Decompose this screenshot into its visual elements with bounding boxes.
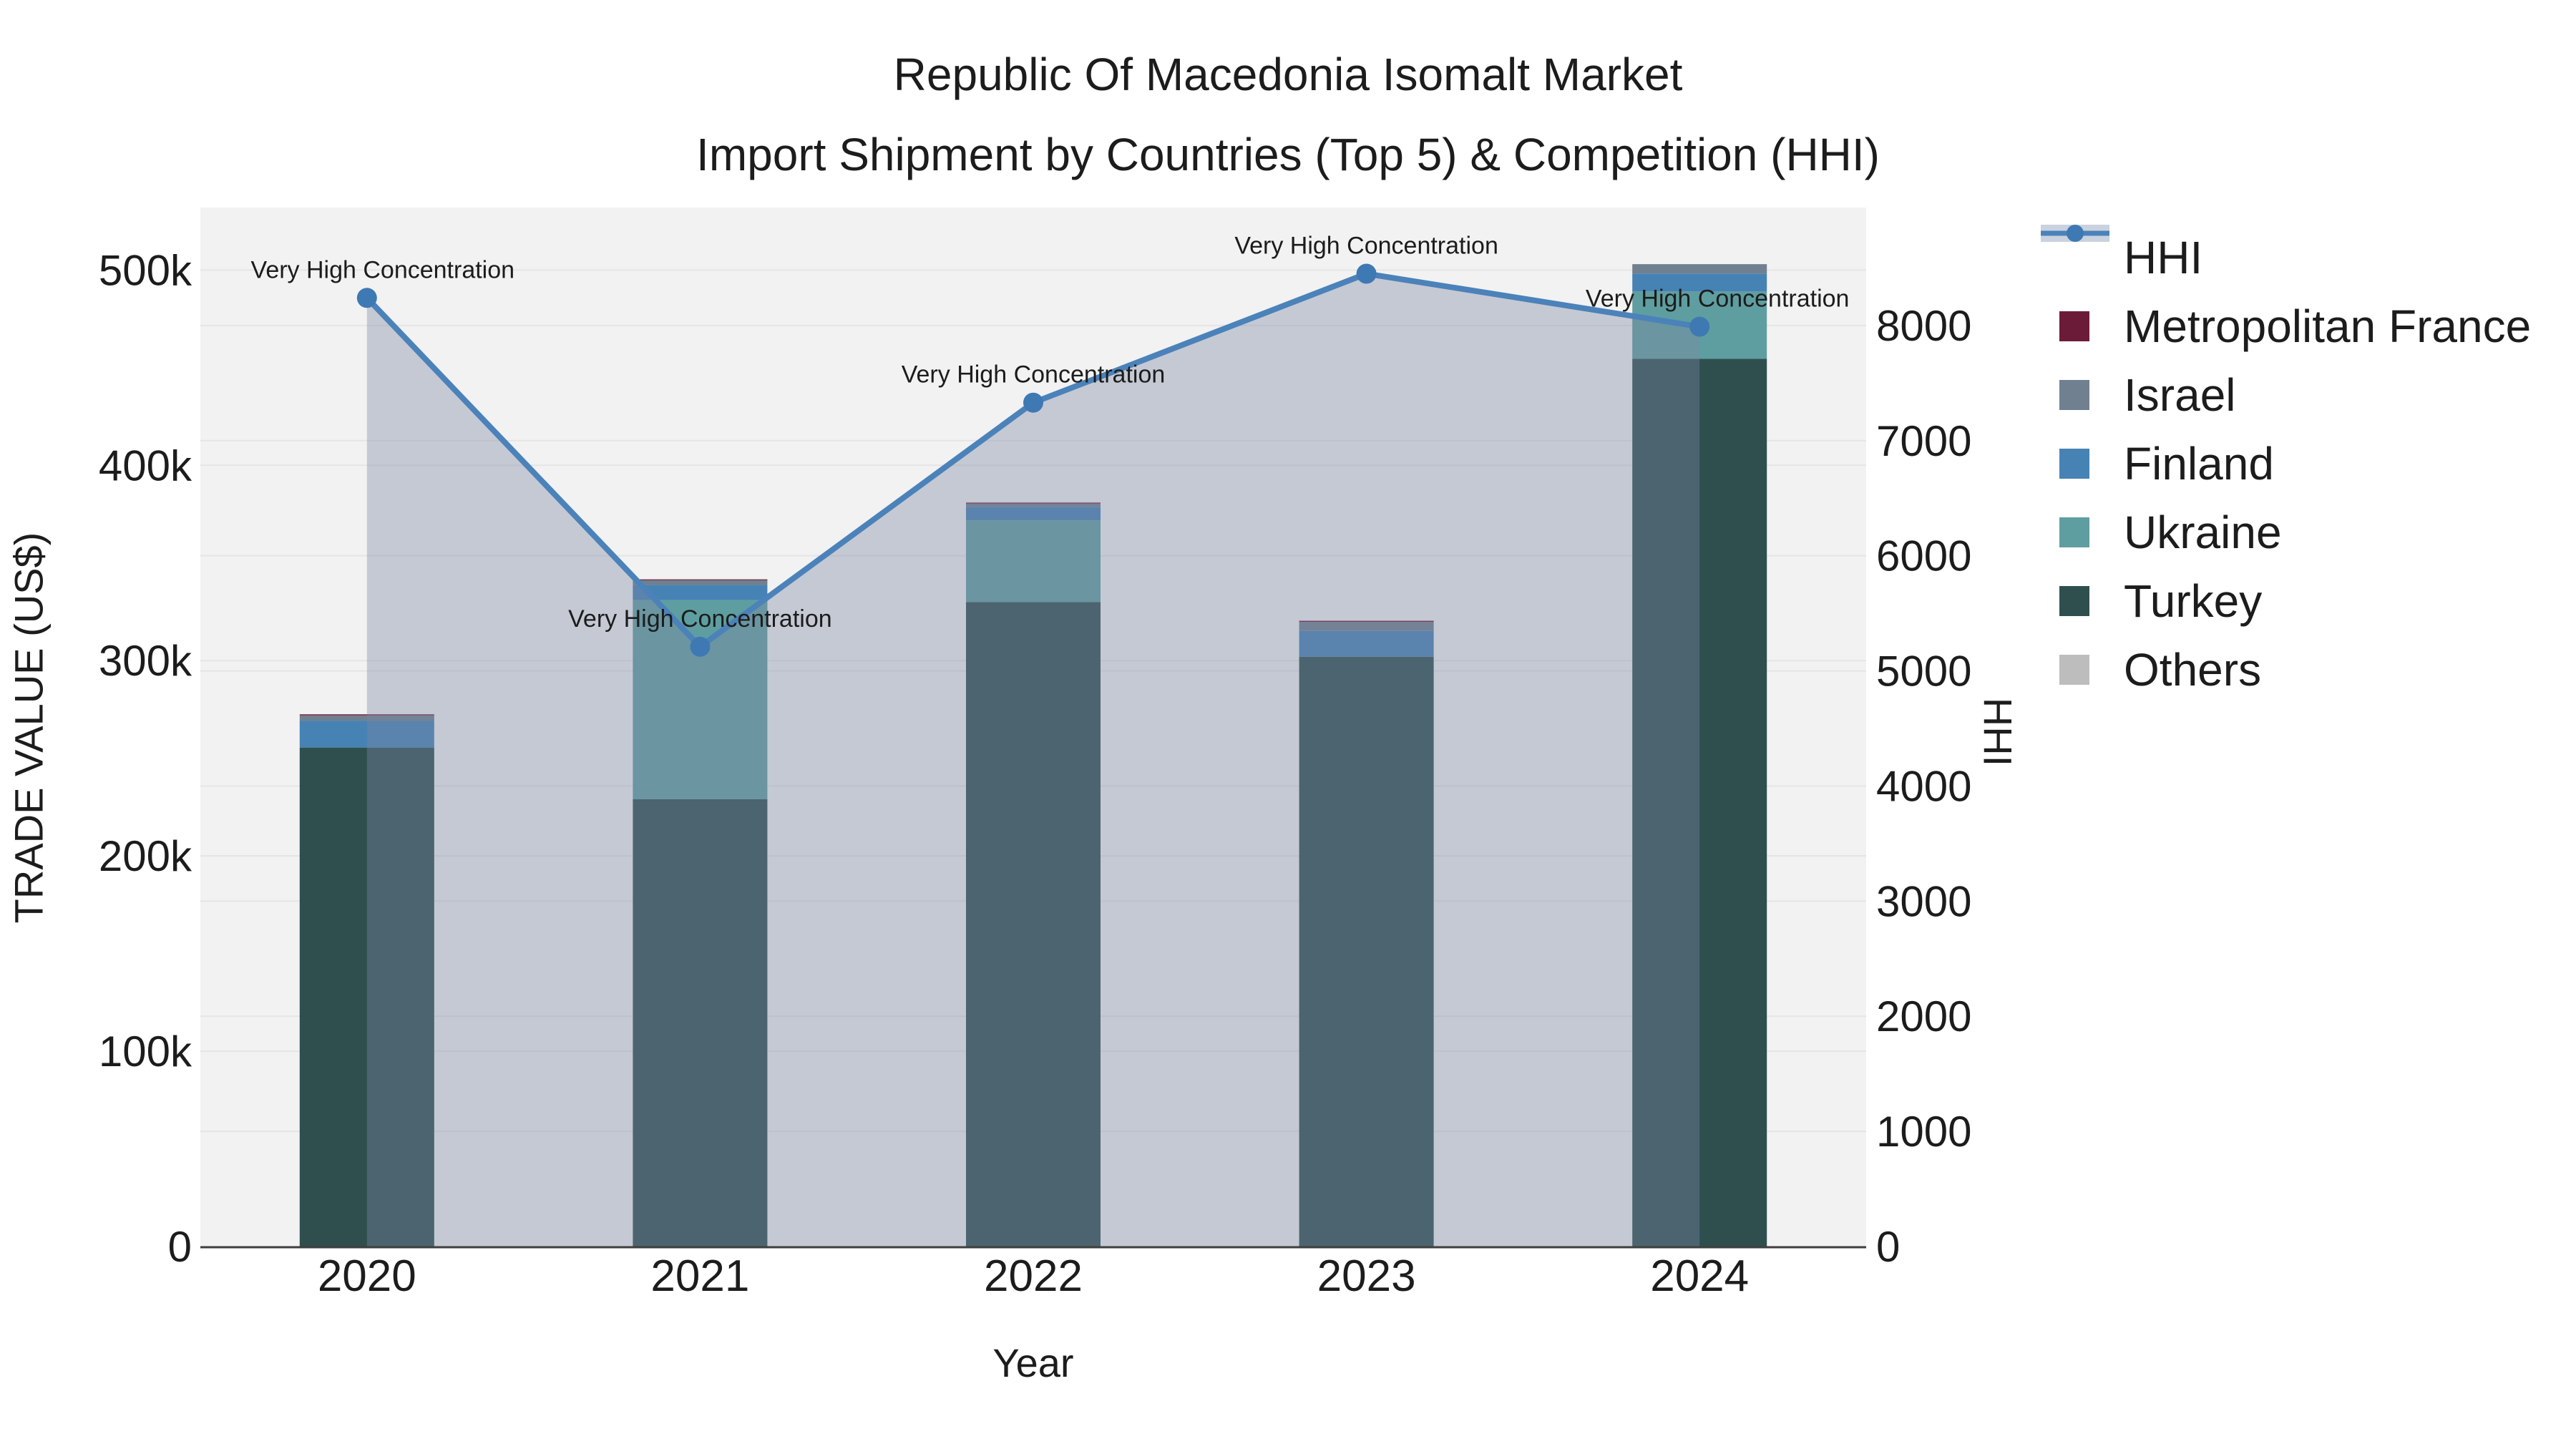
chart-title: Republic Of Macedonia Isomalt Market Imp… [0, 34, 2576, 195]
bar-segment-turkey-2023[interactable] [1299, 656, 1434, 1246]
y2-tick-label: 8000 [1876, 302, 1971, 350]
bar-segment-israel-2024[interactable] [1632, 264, 1767, 274]
annotation-2024: Very High Concentration [1586, 286, 1850, 313]
legend-item-ukraine[interactable]: Ukraine [2041, 498, 2531, 567]
y-tick-label: 200k [99, 832, 192, 880]
y2-tick-label: 1000 [1876, 1108, 1971, 1156]
annotation-2023: Very High Concentration [1234, 233, 1498, 260]
color-swatch [2059, 517, 2089, 547]
legend-swatch [2041, 517, 2112, 547]
bar-segment-finland-2020[interactable] [299, 721, 434, 748]
bar-segment-finland-2023[interactable] [1299, 630, 1434, 657]
legend-item-israel[interactable]: Israel [2041, 361, 2531, 429]
bar-segment-israel-2020[interactable] [299, 715, 434, 721]
legend-label: Turkey [2124, 575, 2263, 627]
bar-segment-finland-2022[interactable] [966, 507, 1101, 521]
bar-segment-israel-2023[interactable] [1299, 622, 1434, 631]
legend-swatch [2041, 655, 2112, 685]
x-tick-label-2020: 2020 [318, 1252, 416, 1301]
y2-tick-label: 5000 [1876, 648, 1971, 696]
bar-segment-metropolitan-france-2023[interactable] [1299, 620, 1434, 623]
bar-segment-israel-2022[interactable] [966, 503, 1101, 507]
bar-segment-turkey-2021[interactable] [633, 799, 768, 1246]
chart-title-line1: Republic Of Macedonia Isomalt Market [893, 49, 1683, 100]
y2-tick-label: 2000 [1876, 992, 1971, 1040]
hhi-legend-glyph [2041, 225, 2109, 242]
color-swatch [2059, 655, 2089, 685]
y2-axis-title: HHI [1975, 697, 2021, 767]
annotation-2020: Very High Concentration [251, 256, 515, 283]
y-tick-label: 500k [99, 246, 192, 294]
hhi-marker-2021[interactable] [690, 636, 711, 657]
bar-segment-turkey-2022[interactable] [966, 602, 1101, 1246]
bar-segment-ukraine-2021[interactable] [633, 600, 768, 799]
x-axis-title: Year [992, 1340, 1074, 1385]
y2-tick-label: 4000 [1876, 762, 1971, 810]
legend-swatch [2041, 586, 2112, 616]
bar-segment-finland-2024[interactable] [1632, 273, 1767, 292]
legend-label: Metropolitan France [2124, 301, 2532, 352]
color-swatch [2059, 586, 2089, 616]
legend-item-turkey[interactable]: Turkey [2041, 567, 2531, 635]
bar-segment-turkey-2024[interactable] [1632, 358, 1767, 1246]
legend-swatch [2041, 311, 2112, 341]
bar-segment-turkey-2020[interactable] [299, 747, 434, 1246]
x-tick-label-2023: 2023 [1317, 1252, 1416, 1301]
y-axis-title: TRADE VALUE (US$) [6, 532, 52, 924]
bar-segment-ukraine-2022[interactable] [966, 520, 1101, 602]
hhi-marker-2020[interactable] [356, 288, 377, 308]
legend-item-finland[interactable]: Finland [2041, 429, 2531, 498]
legend-label: Israel [2124, 369, 2236, 421]
hhi-marker-2024[interactable] [1689, 316, 1710, 337]
legend: HHI Metropolitan France Israel Finland Ukrai… [2041, 223, 2531, 704]
legend-item-metropolitan-france[interactable]: Metropolitan France [2041, 292, 2531, 361]
x-tick-label-2024: 2024 [1650, 1252, 1749, 1301]
legend-label: Finland [2124, 438, 2274, 489]
legend-label: Ukraine [2124, 507, 2282, 558]
legend-item-others[interactable]: Others [2041, 635, 2531, 704]
y-tick-label: 0 [168, 1223, 192, 1271]
y2-tick-label: 3000 [1876, 877, 1971, 925]
color-swatch [2059, 380, 2089, 410]
y2-tick-label: 0 [1876, 1223, 1900, 1271]
annotation-2022: Very High Concentration [902, 361, 1166, 389]
bar-segment-metropolitan-france-2022[interactable] [966, 502, 1101, 504]
legend-swatch [2041, 380, 2112, 410]
annotation-2021: Very High Concentration [568, 605, 832, 633]
hhi-marker-2022[interactable] [1023, 392, 1043, 413]
legend-swatch [2041, 449, 2112, 479]
x-tick-label-2021: 2021 [650, 1252, 749, 1301]
legend-item-hhi[interactable]: HHI [2041, 223, 2531, 292]
y-tick-label: 300k [99, 637, 192, 685]
hhi-marker-2023[interactable] [1356, 263, 1377, 284]
legend-label: HHI [2124, 232, 2203, 283]
x-tick-label-2022: 2022 [984, 1252, 1083, 1301]
hhi-area [366, 273, 1700, 1246]
color-swatch [2059, 311, 2089, 341]
bar-segment-israel-2021[interactable] [633, 580, 768, 585]
bar-segment-finland-2021[interactable] [633, 585, 768, 600]
color-swatch [2059, 449, 2089, 479]
legend-label: Others [2124, 644, 2262, 696]
chart-title-line2: Import Shipment by Countries (Top 5) & C… [696, 129, 1880, 180]
y2-tick-label: 7000 [1876, 417, 1971, 465]
y-tick-label: 100k [99, 1028, 192, 1075]
bar-segment-metropolitan-france-2020[interactable] [299, 714, 434, 716]
y-tick-label: 400k [99, 441, 192, 489]
y2-tick-label: 6000 [1876, 532, 1971, 580]
